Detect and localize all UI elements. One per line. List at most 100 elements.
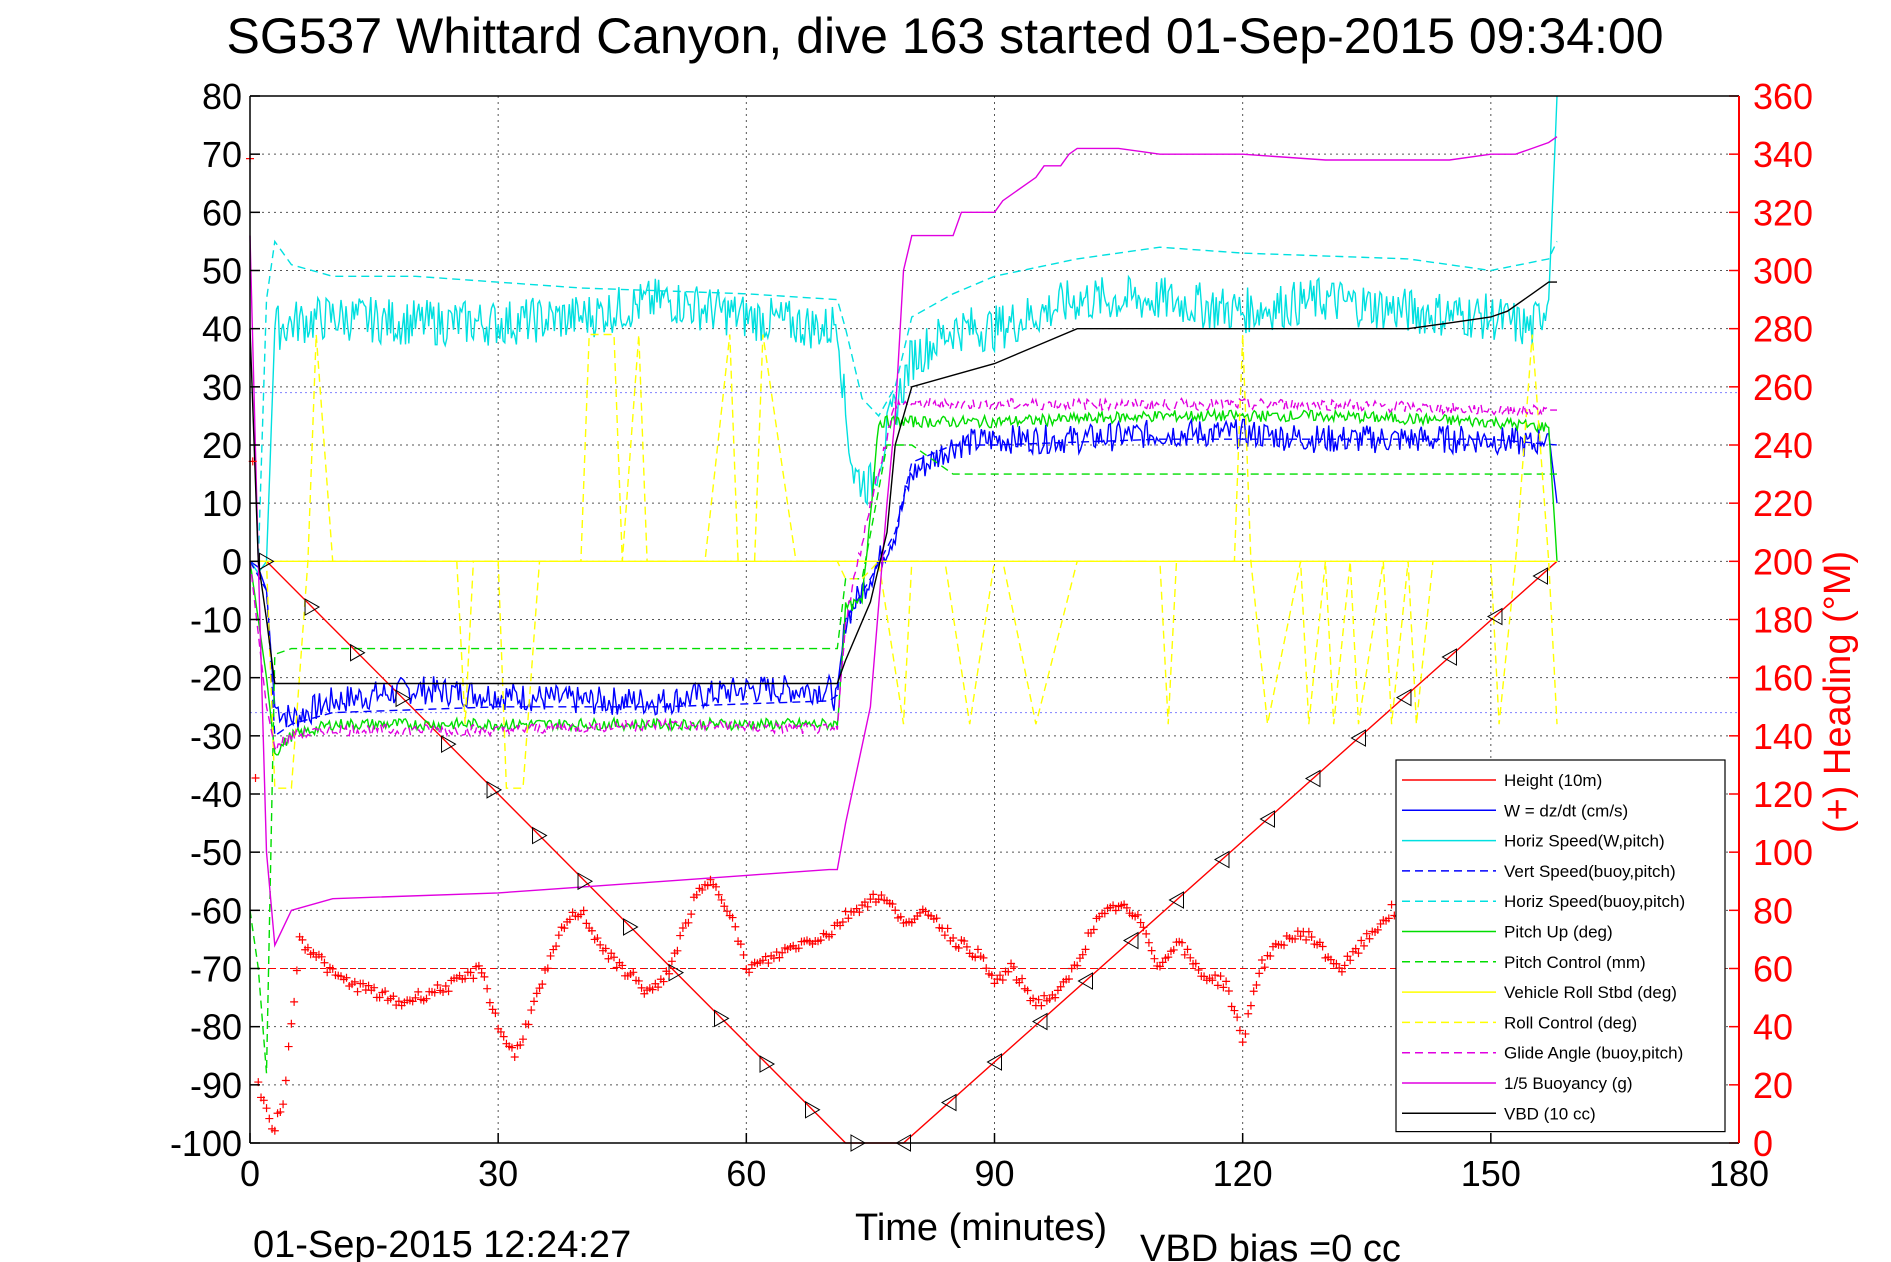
y-tick-label: 0	[222, 541, 242, 582]
series-line-1	[249, 417, 1558, 728]
footer-vbd-bias: VBD bias =0 cc	[1140, 1228, 1401, 1262]
heading-point	[422, 994, 431, 1003]
legend-label: Horiz Speed(W,pitch)	[1504, 832, 1665, 851]
right-tick-label: 80	[1753, 890, 1793, 931]
heading-point	[838, 917, 847, 926]
heading-point	[874, 895, 883, 904]
heading-point	[949, 933, 958, 942]
heading-point	[323, 968, 332, 977]
heading-point	[496, 1027, 505, 1036]
heading-point	[698, 885, 707, 894]
heading-point	[1238, 1038, 1247, 1047]
legend-box	[1395, 759, 1726, 1133]
heading-point	[1387, 900, 1396, 909]
heading-point	[1280, 941, 1289, 950]
heading-point	[1307, 933, 1316, 942]
heading-point	[1004, 967, 1013, 976]
heading-point	[604, 954, 613, 963]
heading-point	[276, 1107, 285, 1116]
heading-point	[728, 913, 737, 922]
heading-point	[869, 890, 878, 899]
heading-point	[251, 774, 260, 783]
x-tick-label: 0	[240, 1153, 260, 1194]
heading-point	[516, 1041, 525, 1050]
right-tick-label: 0	[1753, 1123, 1773, 1164]
heading-point	[259, 1096, 268, 1105]
heading-point	[554, 931, 563, 940]
heading-point	[1230, 1006, 1239, 1015]
heading-point	[370, 983, 379, 992]
heading-point	[1178, 938, 1186, 947]
heading-point	[1302, 935, 1311, 944]
heading-point	[1155, 962, 1164, 971]
height-marker	[1213, 850, 1230, 869]
series-line-11	[249, 281, 1557, 685]
heading-point	[1246, 1001, 1255, 1010]
heading-point	[1357, 936, 1366, 945]
heading-point	[607, 949, 616, 958]
y-tick-label: 70	[202, 134, 242, 175]
heading-point	[1326, 955, 1335, 964]
heading-point	[706, 875, 715, 884]
series-line-10	[249, 136, 1558, 948]
chart-title: SG537 Whittard Canyon, dive 163 started …	[226, 8, 1663, 64]
heading-point	[678, 923, 687, 932]
heading-point	[1037, 1001, 1046, 1010]
heading-point	[441, 982, 450, 990]
heading-point	[1034, 995, 1043, 1004]
heading-point	[1351, 944, 1360, 953]
right-tick-label: 160	[1753, 658, 1813, 699]
heading-point	[855, 908, 864, 917]
right-tick-label: 240	[1753, 425, 1813, 466]
heading-point	[596, 940, 605, 949]
heading-point	[1111, 906, 1120, 915]
x-tick-label: 180	[1709, 1153, 1769, 1194]
heading-point	[1100, 909, 1109, 918]
heading-point	[1340, 961, 1349, 970]
heading-point	[433, 980, 442, 989]
heading-point	[1304, 927, 1313, 936]
heading-point	[932, 914, 941, 923]
heading-point	[1216, 972, 1225, 981]
right-tick-label: 260	[1753, 367, 1813, 408]
height-marker	[1486, 607, 1503, 626]
height-marker	[1395, 688, 1412, 707]
heading-point	[527, 1006, 536, 1015]
heading-point	[284, 1042, 293, 1051]
heading-point	[303, 943, 312, 952]
heading-point	[982, 964, 991, 973]
heading-point	[1081, 945, 1090, 954]
series-line-5	[249, 407, 1558, 756]
heading-point	[634, 976, 643, 985]
heading-point	[265, 1114, 274, 1123]
heading-point	[987, 971, 996, 980]
heading-point	[287, 1019, 296, 1028]
heading-point	[1244, 1009, 1253, 1018]
heading-point	[1009, 962, 1018, 971]
heading-point	[1222, 977, 1231, 986]
heading-point	[998, 976, 1007, 985]
heading-point	[816, 936, 825, 945]
heading-point	[353, 987, 362, 996]
heading-point	[430, 988, 439, 997]
heading-point	[411, 993, 420, 1002]
heading-point	[1343, 952, 1352, 961]
y-tick-label: -50	[190, 832, 242, 873]
heading-point	[262, 1104, 271, 1113]
footer-timestamp: 01-Sep-2015 12:24:27	[253, 1224, 631, 1262]
heading-point	[499, 1032, 508, 1041]
heading-point	[1029, 994, 1038, 1003]
legend-label: Height (10m)	[1504, 771, 1602, 790]
heading-point	[794, 944, 803, 953]
right-tick-label: 320	[1753, 192, 1813, 233]
series-line-8	[250, 333, 1558, 789]
heading-point	[1018, 974, 1027, 983]
heading-point	[1359, 941, 1368, 950]
legend: Height (10m) W = dz/dt (cm/s) Horiz Speed(…	[1395, 759, 1726, 1133]
heading-point	[877, 891, 886, 900]
heading-point	[1040, 991, 1049, 1000]
heading-point	[593, 934, 602, 943]
heading-point	[860, 898, 869, 907]
heading-point	[1158, 958, 1167, 967]
heading-point	[552, 942, 561, 951]
